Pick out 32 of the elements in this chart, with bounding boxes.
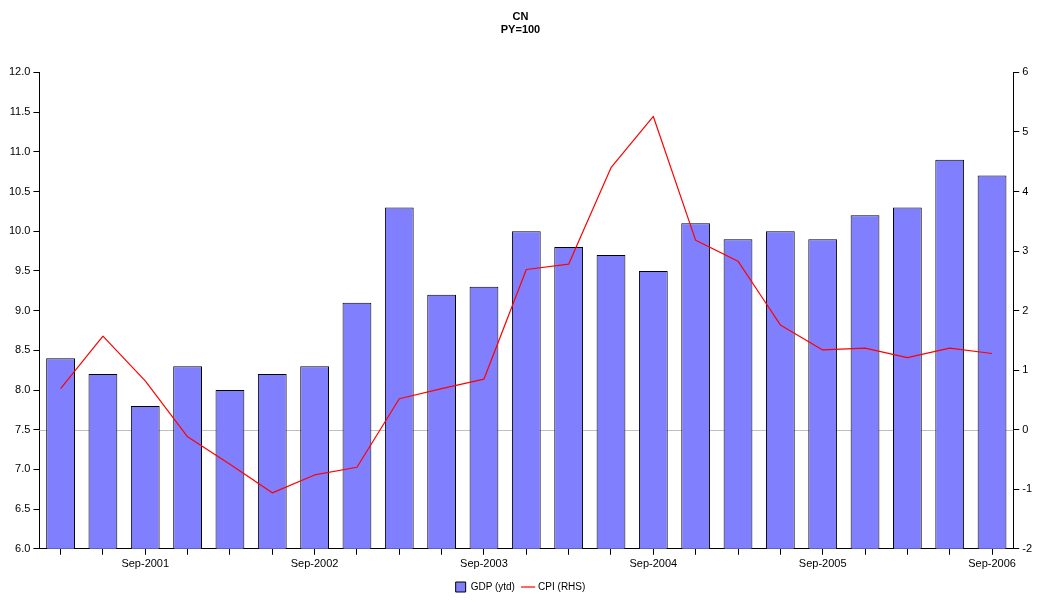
y-tick-label: 9.0 [15,303,31,316]
x-tick-label: Sep-2003 [460,557,508,570]
y2-tick-label: 3 [1022,244,1029,257]
y-tick-label: 6.5 [15,502,31,515]
legend-label: CPI (RHS) [538,580,586,592]
y2-tick-label: -1 [1022,482,1032,495]
legend-label: GDP (ytd) [470,580,515,592]
y-tick-label: 7.5 [15,422,31,435]
x-tick-label: Sep-2004 [629,557,678,570]
x-tick-label: Sep-2006 [968,557,1016,570]
y-tick-label: 9.5 [15,263,31,276]
y-tick-label: 10.5 [8,184,31,197]
y-tick-label: 10.0 [8,224,31,237]
y-tick-label: 12.0 [8,65,31,78]
y-tick-label: 8.0 [15,383,31,396]
y2-tick-label: 0 [1022,422,1029,435]
y-tick-label: 7.0 [15,462,31,475]
chart-title: CN [512,9,529,22]
y2-tick-label: 5 [1022,124,1029,137]
y2-tick-label: 2 [1022,303,1029,316]
y2-tick-label: 6 [1022,65,1029,78]
x-tick-label: Sep-2002 [290,557,339,570]
y2-tick-label: 4 [1022,184,1029,197]
x-tick-label: Sep-2005 [798,557,847,570]
y-tick-label: 11.0 [9,144,31,157]
y-tick-label: 8.5 [15,343,31,356]
chart-subtitle: PY=100 [500,22,541,35]
y2-tick-label: 1 [1022,363,1029,376]
y-tick-label: 11.5 [9,105,31,118]
x-tick-label: Sep-2001 [121,557,170,570]
y2-tick-label: -2 [1022,541,1032,554]
y-tick-label: 6.0 [15,541,31,554]
